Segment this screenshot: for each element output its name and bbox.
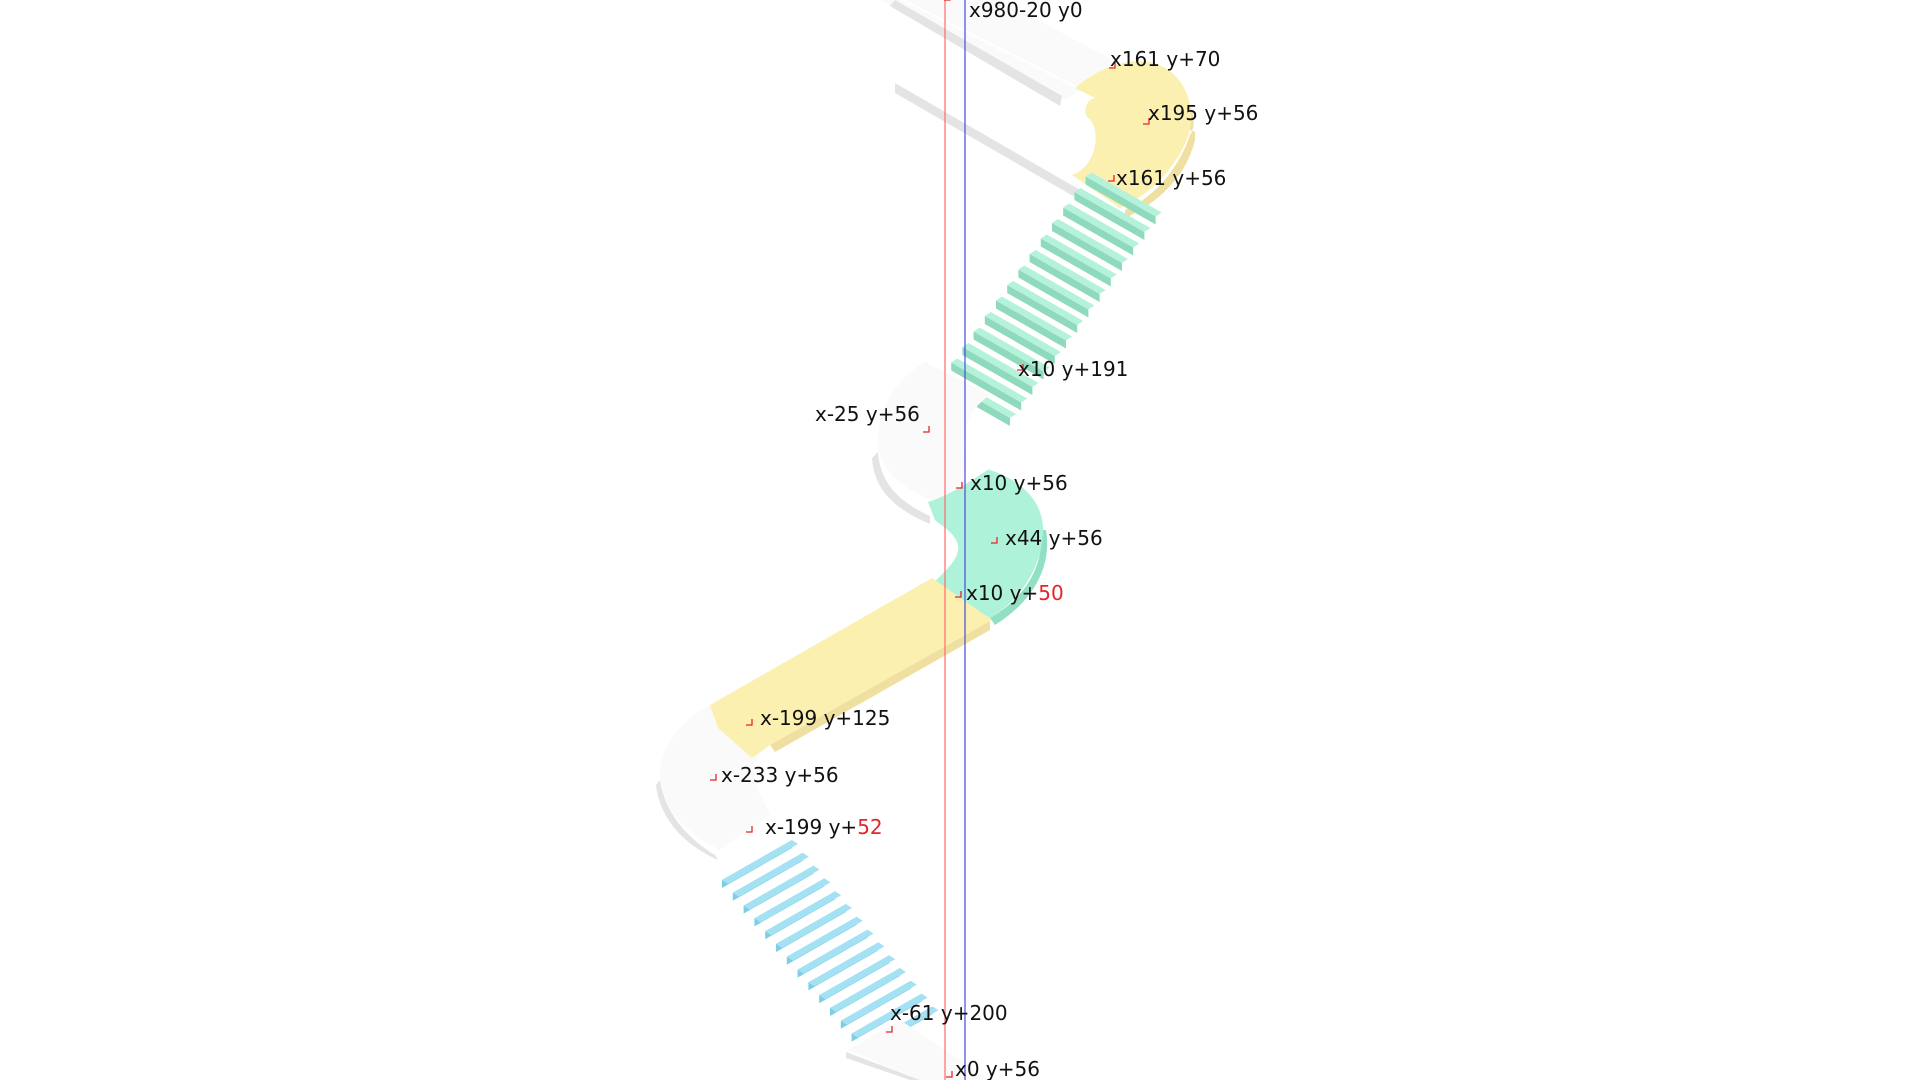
label-p11-prefix: x-199 y+	[765, 815, 857, 839]
lower-step-10	[819, 955, 896, 1000]
upper-step-12	[1063, 203, 1140, 248]
upper-step-side-5	[984, 316, 1055, 364]
mint-curve	[928, 469, 1044, 618]
bottom-walkway	[848, 1020, 990, 1080]
upper-step-3	[962, 343, 1039, 387]
lower-step-3	[743, 865, 820, 910]
corner-marker-11	[746, 826, 753, 833]
label-p9: x-199 y+125	[760, 706, 890, 730]
corner-markers	[710, 0, 1150, 1078]
upper-step-side-13	[1074, 192, 1145, 240]
label-p6: x10 y+56	[970, 471, 1068, 495]
lower-yellow-corner	[710, 705, 770, 758]
label-p8: x10 y+50	[966, 581, 1064, 605]
upper-step-2	[951, 358, 1028, 403]
top-yellow-curve	[1072, 61, 1192, 209]
lower-step-13	[851, 993, 928, 1038]
yellow-ramp	[710, 578, 992, 745]
label-top: x980-20 y0	[969, 0, 1083, 22]
corner-marker-13	[946, 1071, 953, 1078]
bottom-walkway-side	[846, 1052, 920, 1080]
corner-marker-3	[1108, 175, 1115, 182]
middle-white-curve	[877, 362, 990, 502]
upper-step-side-6	[996, 300, 1066, 349]
corner-marker-4	[1017, 364, 1024, 371]
corner-marker-6	[956, 482, 963, 489]
corner-marker-7	[991, 537, 998, 544]
label-p13: x0 y+56	[955, 1057, 1040, 1080]
upper-step-13	[1074, 188, 1151, 232]
label-p7: x44 y+56	[1005, 526, 1103, 550]
upper-step-side-9	[1029, 254, 1100, 302]
corner-marker-9	[746, 719, 753, 726]
corner-marker-8	[955, 591, 962, 598]
label-p5: x-25 y+56	[815, 402, 920, 426]
coordinate-labels: x980-20 y0 x161 y+70 x195 y+56 x161 y+56…	[721, 0, 1258, 1080]
lower-step-1	[722, 840, 798, 884]
middle-white-curve-side	[872, 452, 930, 524]
upper-step-9	[1029, 250, 1106, 294]
label-p1: x161 y+70	[1110, 47, 1220, 71]
upper-step-7	[1007, 281, 1084, 325]
path-shapes	[656, 0, 1195, 1080]
label-p4: x10 y+191	[1018, 357, 1128, 381]
upper-step-5	[984, 312, 1061, 356]
upper-step-side-11	[1052, 223, 1122, 271]
label-p2: x195 y+56	[1148, 101, 1258, 125]
upper-step-side-14	[1085, 176, 1156, 225]
label-p12: x-61 y+200	[890, 1001, 1008, 1025]
lower-step-7	[786, 916, 863, 961]
upper-step-8	[1018, 265, 1095, 310]
upper-step-side-8	[1018, 269, 1089, 318]
corner-marker-1	[1109, 62, 1116, 69]
upper-stairs	[940, 172, 1162, 426]
corner-marker-12	[886, 1026, 893, 1033]
lower-step-6	[776, 904, 852, 948]
top-walkway-side	[895, 83, 1080, 200]
label-p8-highlight: 50	[1038, 581, 1063, 605]
upper-step-side-2	[951, 362, 1022, 411]
upper-step-side-4	[973, 331, 1044, 380]
corner-marker-10	[710, 774, 717, 781]
upper-step-11	[1052, 219, 1128, 263]
lower-step-5	[765, 891, 842, 936]
lower-step-2	[732, 852, 809, 897]
top-walkway	[900, 0, 1128, 88]
lower-step-8	[797, 929, 874, 974]
upper-step-10	[1040, 234, 1117, 279]
lower-step-4	[754, 878, 831, 923]
top-walkway-edge	[890, 0, 1062, 106]
upper-step-6	[996, 296, 1072, 341]
label-p11: x-199 y+52	[765, 815, 883, 839]
upper-step-side-12	[1063, 207, 1134, 256]
label-p11-highlight: 52	[857, 815, 882, 839]
label-p8-prefix: x10 y+	[966, 581, 1038, 605]
corner-marker-2	[1143, 118, 1150, 125]
lower-step-9	[808, 942, 885, 987]
label-p10: x-233 y+56	[721, 763, 839, 787]
upper-step-4	[973, 327, 1050, 372]
yellow-ramp-side	[770, 620, 990, 752]
upper-step-14	[1085, 172, 1162, 217]
upper-step-side-3	[962, 347, 1033, 395]
corner-marker-5	[923, 426, 930, 433]
label-p3: x161 y+56	[1116, 166, 1226, 190]
upper-step-side-7	[1007, 285, 1078, 333]
upper-step-side-10	[1040, 238, 1111, 287]
lower-step-12	[840, 980, 917, 1025]
lower-step-11	[830, 968, 906, 1012]
